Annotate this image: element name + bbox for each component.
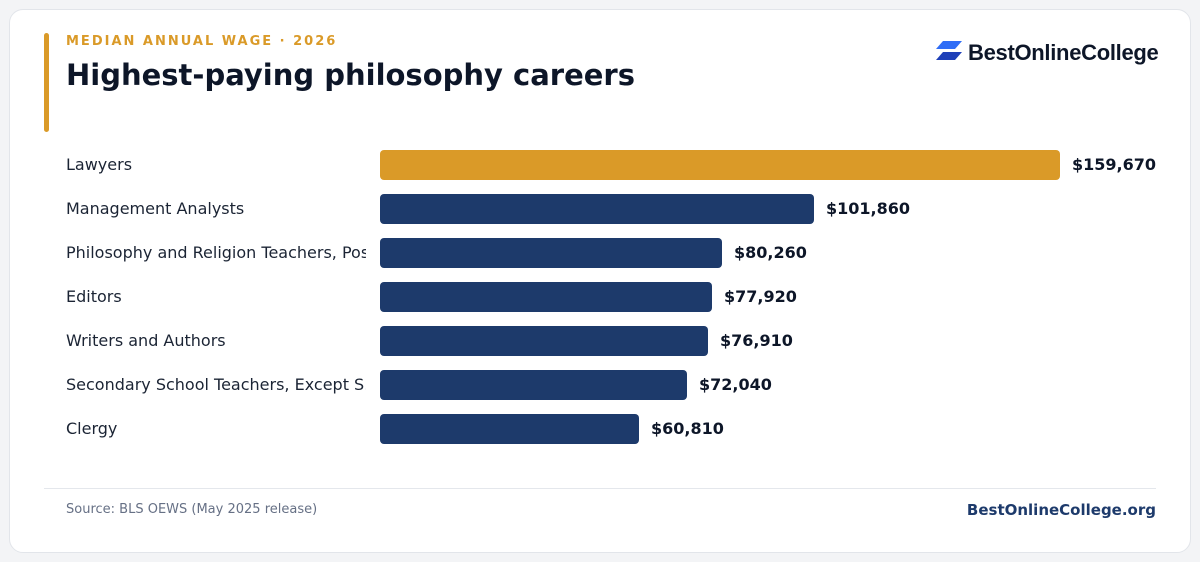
chart-card (9, 9, 1191, 553)
bar (380, 370, 687, 400)
value-label: $60,810 (651, 419, 724, 438)
bar (380, 414, 639, 444)
value-label: $76,910 (720, 331, 793, 350)
footer-divider (44, 488, 1156, 489)
category-label: Secondary School Teachers, Except S... (66, 375, 366, 394)
category-label: Philosophy and Religion Teachers, Pos... (66, 243, 366, 262)
source-note: Source: BLS OEWS (May 2025 release) (66, 502, 318, 517)
chart-title: Highest-paying philosophy careers (66, 58, 635, 92)
value-label: $101,860 (826, 199, 911, 218)
accent-bar (44, 33, 49, 132)
site-url: BestOnlineCollege.org (966, 501, 1156, 519)
category-label: Lawyers (66, 155, 133, 174)
value-label: $77,920 (724, 287, 797, 306)
bar (380, 326, 708, 356)
bar (380, 194, 814, 224)
category-label: Editors (66, 287, 122, 306)
value-label: $159,670 (1072, 155, 1157, 174)
bar (380, 238, 722, 268)
category-label: Writers and Authors (66, 331, 226, 350)
bar (380, 282, 712, 312)
brand-name: BestOnlineCollege (968, 40, 1159, 65)
bar (380, 150, 1060, 180)
value-label: $80,260 (734, 243, 807, 262)
category-label: Management Analysts (66, 199, 245, 218)
category-label: Clergy (66, 419, 118, 438)
brand-logo: BestOnlineCollege (936, 40, 1159, 66)
eyebrow-label: MEDIAN ANNUAL WAGE · 2026 (66, 34, 338, 49)
value-label: $72,040 (699, 375, 772, 394)
brand-logo-icon (936, 41, 962, 65)
